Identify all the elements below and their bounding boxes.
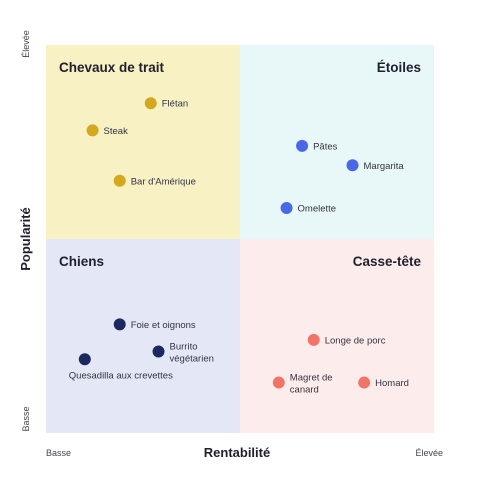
- quadrant-bg-bottom-right: [240, 239, 434, 433]
- quadrant-title-top-right: Étoiles: [377, 60, 421, 75]
- point-label: Quesadilla aux crevettes: [69, 370, 173, 381]
- data-point-longe-de-porc: Longe de porc: [307, 333, 386, 346]
- y-axis-title: Popularité: [18, 207, 33, 271]
- data-point-steak: Steak: [86, 124, 129, 137]
- point-label: Steak: [104, 126, 129, 137]
- point-marker: [78, 353, 91, 366]
- point-marker: [296, 139, 309, 152]
- y-axis-low-label: Basse: [21, 406, 31, 431]
- point-label: Omelette: [298, 203, 337, 214]
- quadrant-title-bottom-left: Chiens: [59, 254, 104, 269]
- quadrant-bg-top-right: [240, 45, 434, 239]
- point-marker: [307, 333, 320, 346]
- point-label: Margarita: [364, 161, 405, 172]
- data-point-magret-de-canard: Magret de canard: [272, 373, 333, 396]
- point-label: Flétan: [162, 99, 188, 110]
- quadrant-title-top-left: Chevaux de trait: [59, 60, 165, 75]
- point-label: Pâtes: [313, 141, 338, 152]
- points-layer: Flétan Steak Bar d'Amérique Pâtes Margarita O…: [69, 97, 409, 396]
- point-marker: [113, 318, 126, 331]
- point-label: Burrito végétarien: [170, 342, 214, 365]
- quadrant-bg-bottom-left: [46, 239, 240, 433]
- point-marker: [152, 345, 165, 358]
- quadrant-title-bottom-right: Casse-tête: [353, 254, 422, 269]
- data-point-pates: Pâtes: [296, 139, 338, 152]
- point-label: Bar d'Amérique: [131, 176, 196, 187]
- point-label: Foie et oignons: [131, 320, 196, 331]
- point-marker: [346, 159, 359, 172]
- point-label: Longe de porc: [325, 335, 386, 346]
- point-label: Magret de canard: [290, 373, 333, 396]
- x-axis-title: Rentabilité: [204, 445, 270, 460]
- x-axis-low-label: Basse: [46, 448, 71, 458]
- point-marker: [358, 376, 371, 389]
- point-marker: [272, 376, 285, 389]
- data-point-burrito-vegetarien: Burrito végétarien: [152, 342, 214, 365]
- data-point-homard: Homard: [358, 376, 409, 389]
- data-point-foie-et-oignons: Foie et oignons: [113, 318, 196, 331]
- data-point-fletan: Flétan: [144, 97, 188, 110]
- point-marker: [280, 201, 293, 214]
- point-marker: [113, 174, 126, 187]
- data-point-margarita: Margarita: [346, 159, 405, 172]
- x-axis-high-label: Élevée: [415, 448, 443, 458]
- point-marker: [86, 124, 99, 137]
- point-label: Homard: [375, 378, 409, 389]
- point-marker: [144, 97, 157, 110]
- quadrant-backgrounds: [46, 45, 434, 433]
- data-point-omelette: Omelette: [280, 201, 337, 214]
- data-point-quesadilla-aux-crevettes: Quesadilla aux crevettes: [69, 353, 173, 381]
- data-point-bar-d-amerique: Bar d'Amérique: [113, 174, 196, 187]
- quadrant-bg-top-left: [46, 45, 240, 239]
- y-axis-high-label: Élevée: [21, 30, 31, 58]
